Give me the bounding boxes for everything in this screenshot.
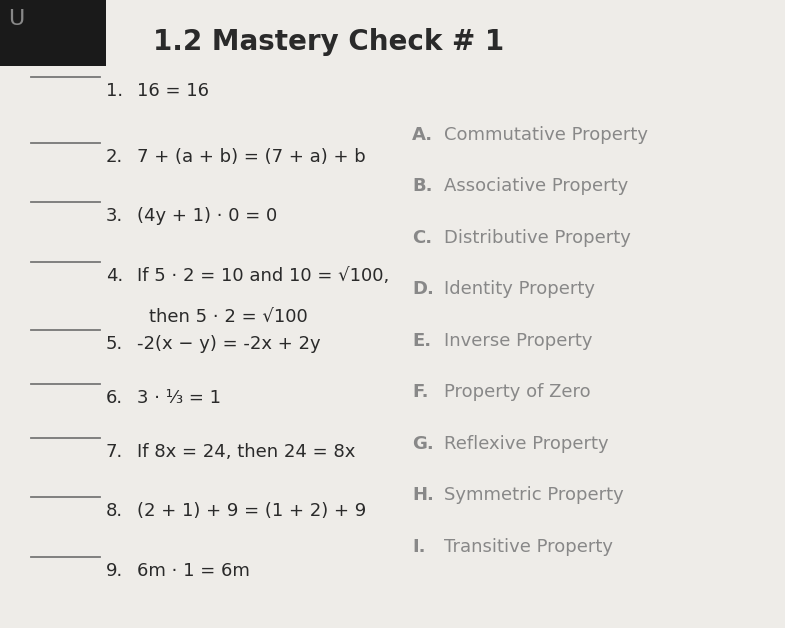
Text: E.: E. (412, 332, 431, 350)
Text: Transitive Property: Transitive Property (444, 538, 612, 556)
Text: Identity Property: Identity Property (444, 280, 594, 298)
Text: Symmetric Property: Symmetric Property (444, 486, 623, 504)
Text: (4y + 1) · 0 = 0: (4y + 1) · 0 = 0 (137, 207, 278, 225)
Text: 5.: 5. (106, 335, 123, 353)
Text: 1.: 1. (106, 82, 123, 100)
Text: C.: C. (412, 229, 433, 247)
Text: 7.: 7. (106, 443, 123, 461)
Text: -2(x − y) = -2x + 2y: -2(x − y) = -2x + 2y (137, 335, 321, 353)
Text: If 5 · 2 = 10 and 10 = √100,: If 5 · 2 = 10 and 10 = √100, (137, 267, 389, 285)
Text: (2 + 1) + 9 = (1 + 2) + 9: (2 + 1) + 9 = (1 + 2) + 9 (137, 502, 367, 521)
Text: F.: F. (412, 383, 429, 401)
Text: H.: H. (412, 486, 434, 504)
Text: U: U (8, 9, 24, 30)
Text: 8.: 8. (106, 502, 123, 521)
Text: 3 · ¹⁄₃ = 1: 3 · ¹⁄₃ = 1 (137, 389, 221, 408)
Text: 7 + (a + b) = (7 + a) + b: 7 + (a + b) = (7 + a) + b (137, 148, 366, 166)
Text: 2.: 2. (106, 148, 123, 166)
Text: 9.: 9. (106, 562, 123, 580)
FancyBboxPatch shape (0, 0, 106, 66)
Text: 16 = 16: 16 = 16 (137, 82, 210, 100)
Text: A.: A. (412, 126, 433, 144)
Text: Commutative Property: Commutative Property (444, 126, 648, 144)
Text: I.: I. (412, 538, 425, 556)
Text: 1.2 Mastery Check # 1: 1.2 Mastery Check # 1 (153, 28, 504, 57)
Text: then 5 · 2 = √100: then 5 · 2 = √100 (149, 308, 308, 326)
Text: 6m · 1 = 6m: 6m · 1 = 6m (137, 562, 250, 580)
Text: Reflexive Property: Reflexive Property (444, 435, 608, 453)
Text: If 8x = 24, then 24 = 8x: If 8x = 24, then 24 = 8x (137, 443, 356, 461)
Text: 3.: 3. (106, 207, 123, 225)
Text: Property of Zero: Property of Zero (444, 383, 590, 401)
Text: G.: G. (412, 435, 434, 453)
Text: 6.: 6. (106, 389, 123, 408)
Text: Distributive Property: Distributive Property (444, 229, 630, 247)
Text: Associative Property: Associative Property (444, 177, 628, 195)
Text: B.: B. (412, 177, 433, 195)
Text: Inverse Property: Inverse Property (444, 332, 592, 350)
Text: 4.: 4. (106, 267, 123, 285)
Text: D.: D. (412, 280, 434, 298)
